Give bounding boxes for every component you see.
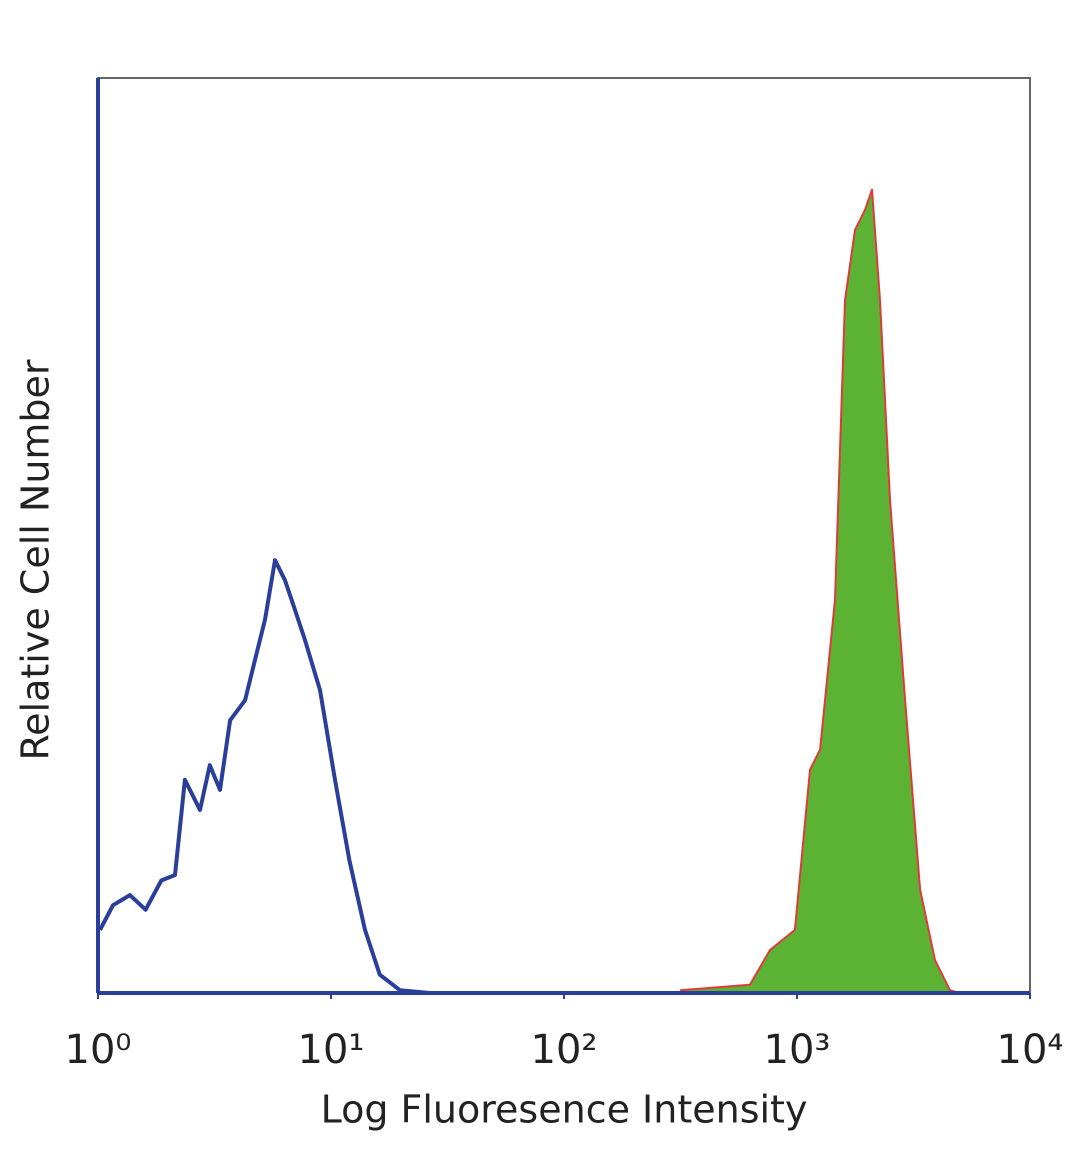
histogram-line xyxy=(98,558,430,995)
x-tick-label: 10³ xyxy=(764,1027,831,1073)
histogram-area xyxy=(680,189,961,994)
x-axis-title: Log Fluoresence Intensity xyxy=(321,1088,808,1132)
x-tick-label: 10² xyxy=(531,1027,598,1073)
x-tick-label: 10⁴ xyxy=(997,1027,1064,1073)
y-axis-title: Relative Cell Number xyxy=(14,359,58,760)
x-tick-label: 10⁰ xyxy=(65,1027,132,1073)
x-tick-label: 10¹ xyxy=(298,1027,365,1073)
histogram-line xyxy=(680,188,961,994)
